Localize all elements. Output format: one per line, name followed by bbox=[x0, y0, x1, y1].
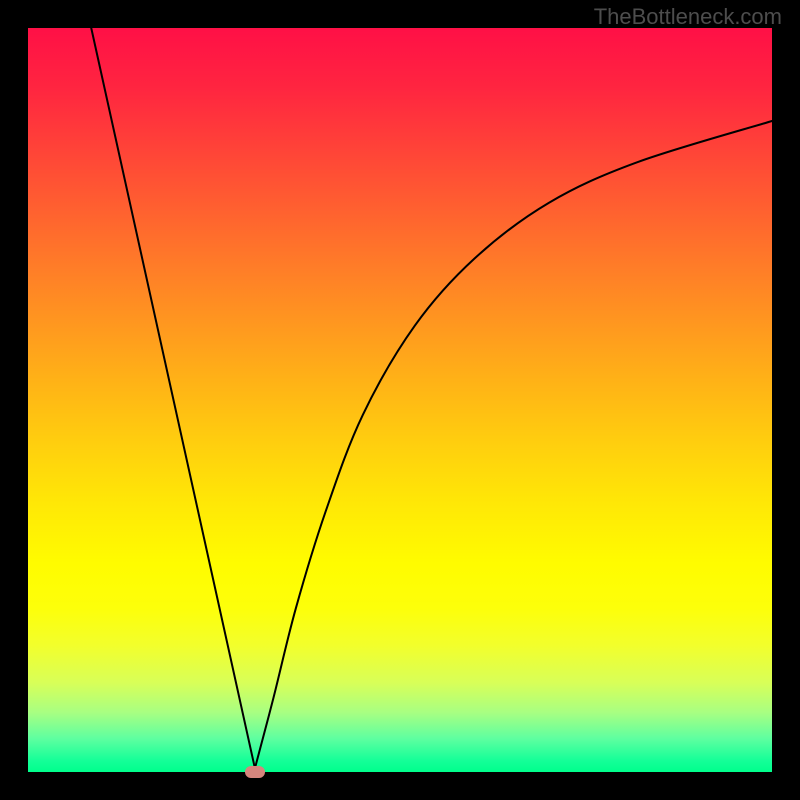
bottleneck-curve bbox=[0, 0, 800, 800]
chart-frame: TheBottleneck.com bbox=[0, 0, 800, 800]
watermark-text: TheBottleneck.com bbox=[594, 4, 782, 30]
vertex-marker bbox=[245, 766, 265, 778]
